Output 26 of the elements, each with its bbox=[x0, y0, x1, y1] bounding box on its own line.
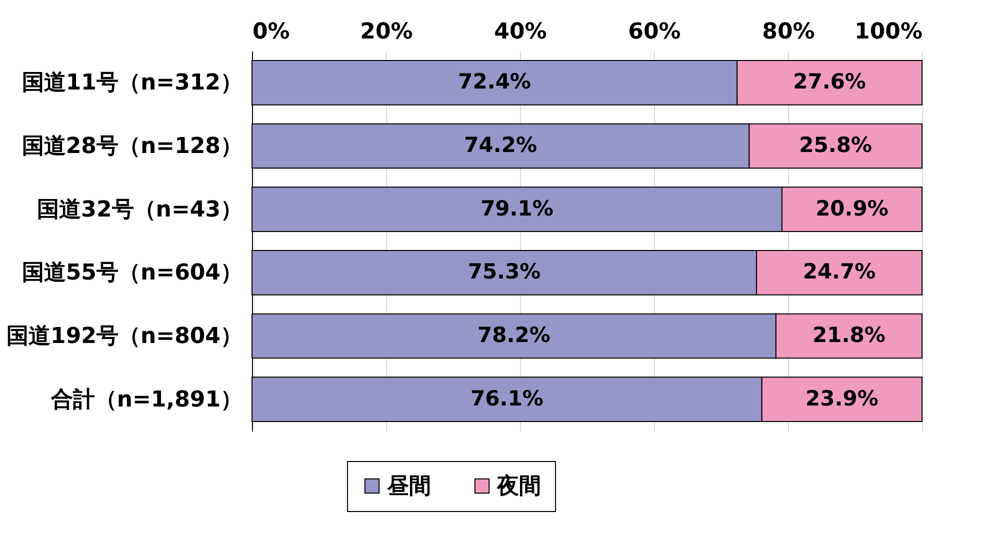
data-label: 78.2% bbox=[478, 323, 550, 347]
data-label: 75.3% bbox=[468, 260, 541, 284]
data-label: 74.2% bbox=[464, 133, 537, 157]
y-tick-label: 国道55号（n=604） bbox=[22, 260, 242, 286]
data-label: 27.6% bbox=[793, 70, 866, 94]
data-label: 79.1% bbox=[480, 196, 554, 220]
y-tick-label: 国道192号（n=804） bbox=[6, 324, 242, 349]
y-tick-label: 国道28号（n=128） bbox=[22, 134, 242, 159]
x-tick-label: 0% bbox=[252, 20, 290, 44]
data-label: 20.9% bbox=[816, 196, 888, 220]
data-label: 76.1% bbox=[470, 386, 544, 410]
data-label: 24.7% bbox=[802, 260, 876, 284]
legend-label: 夜間 bbox=[496, 473, 541, 499]
x-tick-label: 80% bbox=[762, 20, 815, 44]
data-label: 25.8% bbox=[799, 133, 872, 157]
x-tick-label: 20% bbox=[360, 20, 413, 44]
x-tick-label: 100% bbox=[854, 20, 922, 44]
data-label: 23.9% bbox=[806, 386, 878, 410]
y-tick-label: 国道11号（n=312） bbox=[22, 70, 242, 96]
data-label: 72.4% bbox=[458, 70, 531, 94]
legend-label: 昼間 bbox=[386, 474, 431, 499]
data-label: 21.8% bbox=[812, 323, 886, 347]
y-tick-label: 国道32号（n=43） bbox=[37, 197, 242, 222]
x-tick-label: 60% bbox=[628, 20, 681, 44]
y-tick-label: 合計（n=1,891） bbox=[50, 387, 242, 412]
x-tick-label: 40% bbox=[494, 20, 547, 44]
